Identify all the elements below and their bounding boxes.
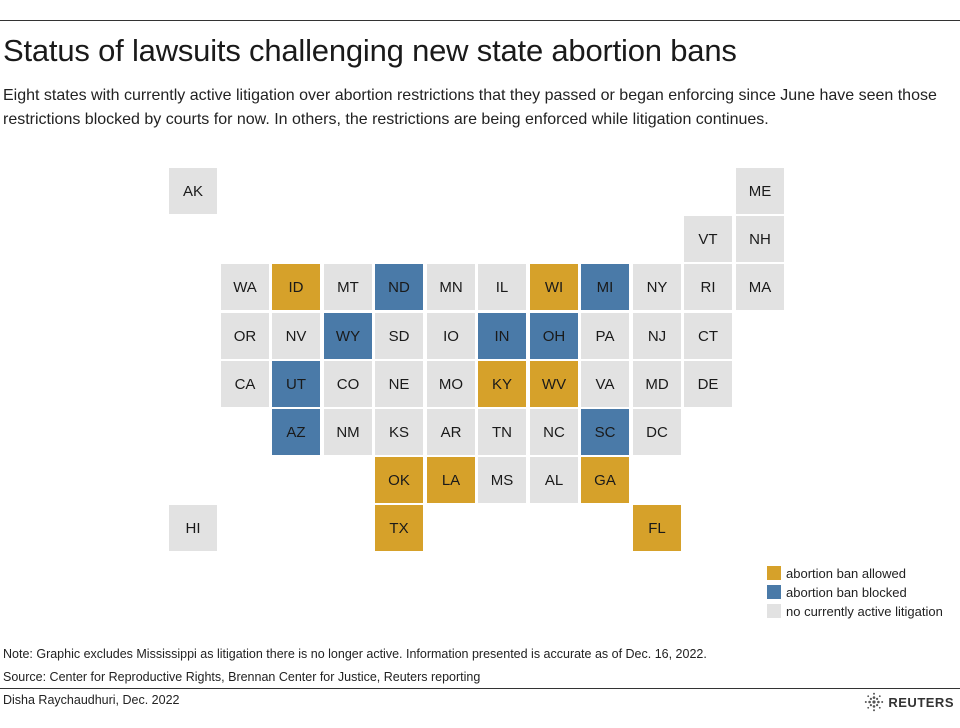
state-tile-az: AZ: [272, 409, 320, 455]
state-tile-ny: NY: [633, 264, 681, 310]
state-tile-tx: TX: [375, 505, 423, 551]
state-tile-io: IO: [427, 313, 475, 359]
page-title: Status of lawsuits challenging new state…: [3, 33, 737, 68]
state-tile-ca: CA: [221, 361, 269, 407]
state-tile-ri: RI: [684, 264, 732, 310]
state-tile-ut: UT: [272, 361, 320, 407]
reuters-logo-text: REUTERS: [888, 694, 954, 710]
state-tile-ar: AR: [427, 409, 475, 455]
legend: abortion ban allowed abortion ban blocked…: [767, 564, 943, 621]
reuters-logo: REUTERS: [864, 692, 954, 712]
legend-swatch-none: [767, 604, 781, 618]
state-tile-dc: DC: [633, 409, 681, 455]
state-tile-nd: ND: [375, 264, 423, 310]
reuters-logo-icon: [865, 692, 884, 712]
bottom-rule: [0, 688, 960, 689]
state-tile-mo: MO: [427, 361, 475, 407]
state-tile-ga: GA: [581, 457, 629, 503]
state-tile-mn: MN: [427, 264, 475, 310]
state-tile-wy: WY: [324, 313, 372, 359]
state-tile-ak: AK: [169, 168, 217, 214]
state-tile-wi: WI: [530, 264, 578, 310]
page-subtitle: Eight states with currently active litig…: [3, 87, 937, 128]
legend-swatch-blocked: [767, 585, 781, 599]
state-tile-ne: NE: [375, 361, 423, 407]
state-tile-hi: HI: [169, 505, 217, 551]
state-tile-nv: NV: [272, 313, 320, 359]
state-tile-sc: SC: [581, 409, 629, 455]
state-tile-me: ME: [736, 168, 784, 214]
state-tile-il: IL: [478, 264, 526, 310]
state-tile-tn: TN: [478, 409, 526, 455]
state-tile-mt: MT: [324, 264, 372, 310]
state-tile-md: MD: [633, 361, 681, 407]
state-tile-sd: SD: [375, 313, 423, 359]
state-tile-ma: MA: [736, 264, 784, 310]
state-tile-de: DE: [684, 361, 732, 407]
state-tile-oh: OH: [530, 313, 578, 359]
legend-label: no currently active litigation: [786, 603, 943, 619]
state-tile-ms: MS: [478, 457, 526, 503]
state-tile-ks: KS: [375, 409, 423, 455]
state-tile-id: ID: [272, 264, 320, 310]
state-tile-nm: NM: [324, 409, 372, 455]
state-tile-nj: NJ: [633, 313, 681, 359]
state-tile-mi: MI: [581, 264, 629, 310]
source-text: Source: Center for Reproductive Rights, …: [3, 670, 481, 684]
state-tile-ky: KY: [478, 361, 526, 407]
state-tile-vt: VT: [684, 216, 732, 262]
state-tile-ok: OK: [375, 457, 423, 503]
legend-swatch-allowed: [767, 566, 781, 580]
legend-label: abortion ban blocked: [786, 584, 907, 600]
state-tile-in: IN: [478, 313, 526, 359]
state-tile-wa: WA: [221, 264, 269, 310]
state-tile-pa: PA: [581, 313, 629, 359]
top-rule: [0, 20, 960, 21]
state-tile-wv: WV: [530, 361, 578, 407]
state-tile-al: AL: [530, 457, 578, 503]
state-tile-nc: NC: [530, 409, 578, 455]
state-tile-fl: FL: [633, 505, 681, 551]
credit-text: Disha Raychaudhuri, Dec. 2022: [3, 693, 180, 707]
state-tile-co: CO: [324, 361, 372, 407]
legend-item-blocked: abortion ban blocked: [767, 583, 943, 601]
state-tile-ct: CT: [684, 313, 732, 359]
state-tile-or: OR: [221, 313, 269, 359]
legend-item-none: no currently active litigation: [767, 602, 943, 620]
state-tile-la: LA: [427, 457, 475, 503]
note-text: Note: Graphic excludes Mississippi as li…: [3, 647, 707, 661]
state-tile-va: VA: [581, 361, 629, 407]
legend-item-allowed: abortion ban allowed: [767, 564, 943, 582]
legend-label: abortion ban allowed: [786, 565, 906, 581]
state-tile-nh: NH: [736, 216, 784, 262]
